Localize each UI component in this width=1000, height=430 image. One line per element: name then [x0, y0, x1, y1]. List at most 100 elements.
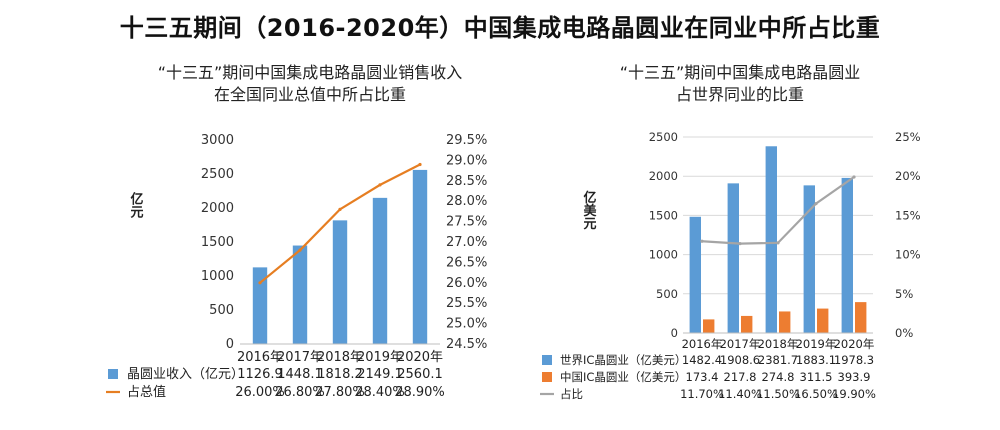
right-y-tick-label: 2000	[649, 169, 678, 183]
right-line-point-2	[776, 241, 780, 245]
left-y-axis-label: 亿元	[128, 191, 144, 219]
right-x-tick-label: 2017年	[720, 337, 761, 351]
left-x-tick-label: 2019年	[357, 350, 403, 365]
left-line-point-1	[298, 248, 302, 252]
left-data-label-s1-0: 26.00%	[235, 385, 285, 400]
right-y-tick-label: 2500	[649, 130, 678, 144]
right-bar-s0-1	[727, 183, 739, 333]
left-line-point-2	[338, 207, 342, 211]
right-data-label-s0-0: 1482.4	[682, 353, 722, 367]
left-x-tick-label: 2017年	[277, 350, 323, 365]
left-y-tick-label: 0	[226, 337, 234, 352]
right-data-label-s1-0: 173.4	[686, 370, 719, 384]
right-legend-label-1: 中国IC晶圆业（亿美元）	[560, 370, 686, 384]
right-y2-tick-label: 5%	[895, 287, 913, 301]
left-chart: 3000 2500 2000 1500 1000 500 0 29.5% 29.0% 28.5% 2…	[106, 133, 487, 400]
right-data-label-s1-1: 217.8	[724, 370, 757, 384]
right-bar-s0-3	[803, 185, 815, 333]
right-data-label-s0-4: 1978.3	[834, 353, 874, 367]
left-y2-tick-label: 29.0%	[446, 153, 487, 168]
right-data-label-s1-4: 393.9	[838, 370, 871, 384]
right-y-tick-label: 1500	[649, 208, 678, 222]
left-y2-tick-label: 24.5%	[446, 337, 487, 352]
right-bar-s0-0	[689, 216, 701, 333]
right-bar-s0-4	[841, 177, 853, 333]
left-y-tick-label: 500	[209, 303, 234, 318]
left-y-tick-label: 2500	[201, 167, 234, 182]
left-legend-label-1: 占总值	[127, 384, 166, 400]
right-bar-s0-2	[765, 146, 777, 333]
right-legend-label-0: 世界IC晶圆业（亿美元）	[560, 353, 686, 367]
right-y-tick-label: 1000	[649, 248, 678, 262]
left-data-label-s0-3: 2149.1	[357, 367, 403, 382]
right-y2-tick-label: 0%	[895, 326, 913, 340]
right-bar-s1-2	[779, 311, 791, 333]
right-chart-title: “十三五”期间中国集成电路晶圆业 占世界同业的比重	[530, 62, 950, 106]
left-legend-key-0	[108, 369, 118, 379]
left-bar-s0-0	[252, 267, 268, 344]
right-chart: 2500 2000 1500 1000 500 0 25% 20% 15% 10% 5% 0% 亿美元 2…	[540, 130, 921, 401]
right-line-point-0	[700, 239, 704, 243]
left-data-label-s0-0: 1126.9	[237, 367, 283, 382]
left-chart-title-line1: “十三五”期间中国集成电路晶圆业销售收入	[157, 63, 463, 82]
right-data-label-s2-2: 11.50%	[756, 387, 800, 401]
left-y2-tick-label: 25.0%	[446, 317, 487, 332]
left-bar-s0-4	[412, 169, 428, 344]
left-data-label-s1-1: 26.80%	[275, 385, 325, 400]
right-bar-s1-4	[855, 302, 867, 333]
left-x-tick-label: 2018年	[317, 350, 363, 365]
left-y2-tick-label: 28.0%	[446, 194, 487, 209]
right-line-point-3	[814, 202, 818, 206]
left-y2-tick-label: 25.5%	[446, 296, 487, 311]
left-y2-tick-label: 27.0%	[446, 235, 487, 250]
left-data-label-s0-1: 1448.1	[277, 367, 323, 382]
left-y-tick-label: 1000	[201, 269, 234, 284]
left-chart-title-line2: 在全国同业总值中所占比重	[213, 85, 406, 104]
right-data-label-s2-3: 16.50%	[794, 387, 838, 401]
right-data-label-s2-0: 11.70%	[680, 387, 724, 401]
left-y2-tick-label: 26.5%	[446, 255, 487, 270]
left-bar-s0-3	[372, 197, 388, 344]
right-x-tick-label: 2018年	[758, 337, 799, 351]
right-legend-key-1	[542, 372, 552, 382]
left-x-tick-label: 2020年	[397, 350, 443, 365]
left-bar-s0-2	[332, 220, 348, 344]
right-data-label-s0-2: 2381.7	[758, 353, 798, 367]
right-chart-title-line2: 占世界同业的比重	[675, 85, 804, 104]
left-line-point-0	[258, 281, 262, 285]
left-chart-title: “十三五”期间中国集成电路晶圆业销售收入 在全国同业总值中所占比重	[110, 62, 510, 106]
right-data-label-s2-4: 19.90%	[832, 387, 876, 401]
page-title: 十三五期间（2016-2020年）中国集成电路晶圆业在同业中所占比重	[119, 14, 881, 42]
left-data-label-s0-4: 2560.1	[397, 367, 443, 382]
left-y2-tick-label: 27.5%	[446, 215, 487, 230]
right-y-tick-label: 500	[656, 287, 678, 301]
left-data-label-s0-2: 1818.2	[317, 367, 363, 382]
left-line-point-4	[418, 162, 422, 167]
right-legend-label-2: 占比	[560, 387, 583, 401]
left-y-tick-label: 1500	[201, 235, 234, 250]
left-y-tick-label: 3000	[201, 133, 234, 148]
left-data-label-s1-4: 28.90%	[395, 385, 445, 400]
right-y-tick-label: 0	[671, 326, 678, 340]
right-x-tick-label: 2020年	[834, 337, 875, 351]
right-bar-s1-0	[703, 319, 715, 333]
right-y2-tick-label: 15%	[895, 208, 921, 222]
right-line-point-4	[852, 175, 856, 179]
left-data-label-s1-3: 28.40%	[355, 385, 405, 400]
right-x-tick-label: 2019年	[796, 337, 837, 351]
right-y-axis-label: 亿美元	[581, 190, 597, 231]
left-x-tick-label: 2016年	[237, 350, 283, 365]
left-y2-tick-label: 29.5%	[446, 133, 487, 148]
left-y2-tick-label: 28.5%	[446, 174, 487, 189]
left-y-tick-label: 2000	[201, 201, 234, 216]
right-y2-tick-label: 10%	[895, 248, 921, 262]
right-bar-s1-3	[817, 308, 829, 333]
right-y2-tick-label: 20%	[895, 169, 921, 183]
left-legend-label-0: 晶圆业收入（亿元）	[127, 367, 244, 382]
right-line-series	[701, 176, 855, 245]
right-data-label-s0-1: 1908.6	[720, 353, 760, 367]
left-line-point-3	[378, 183, 382, 187]
right-data-label-s1-3: 311.5	[800, 370, 833, 384]
left-data-label-s1-2: 27.80%	[315, 385, 365, 400]
right-line-point-1	[738, 242, 742, 246]
